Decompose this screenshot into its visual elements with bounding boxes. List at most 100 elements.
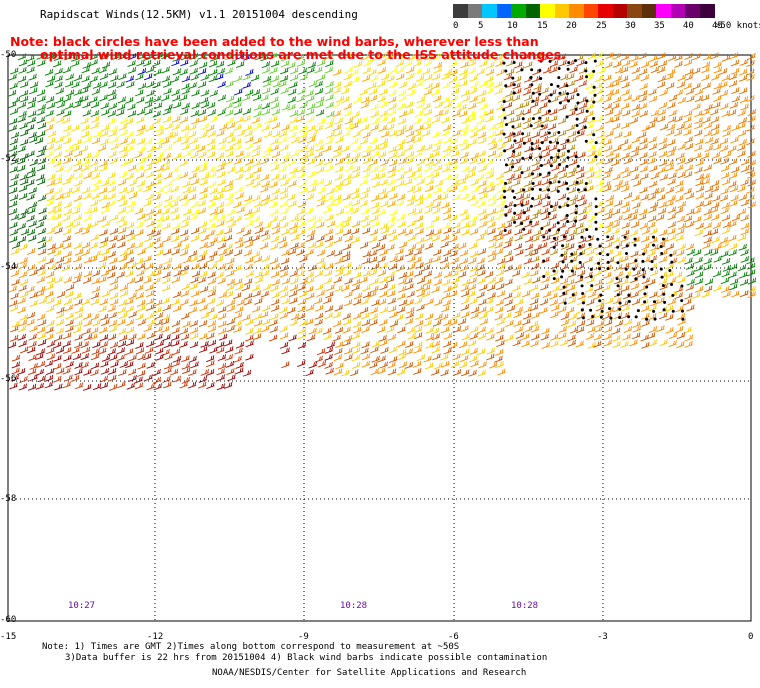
wind-barb [8, 187, 18, 195]
wind-barb [541, 256, 550, 264]
wind-barb [65, 312, 74, 320]
wind-barb [18, 192, 28, 200]
wind-barb [674, 54, 683, 62]
wind-barb [458, 185, 468, 193]
wind-barb [695, 138, 704, 146]
wind-barb [487, 276, 497, 284]
wind-barb [747, 115, 756, 123]
wind-barb [52, 249, 62, 257]
wind-barb [73, 201, 83, 209]
wind-barb [299, 319, 308, 327]
wind-barb [80, 53, 89, 61]
wind-barb [62, 367, 71, 375]
wind-barb [648, 151, 657, 159]
wind-barb [26, 318, 35, 326]
lon-label-6: -6 [448, 632, 459, 642]
wind-barb [152, 110, 161, 118]
wind-barb [324, 346, 334, 354]
wind-barb [425, 221, 435, 229]
wind-barb [584, 256, 593, 264]
wind-barb [729, 52, 739, 60]
wind-barb [711, 236, 720, 244]
wind-barb [530, 298, 539, 306]
wind-barb [434, 298, 443, 306]
wind-barb [137, 318, 146, 326]
wind-barb [269, 319, 278, 327]
wind-barb [701, 108, 710, 116]
wind-barb [47, 262, 57, 270]
wind-barb [290, 242, 299, 250]
wind-barb [90, 353, 100, 361]
wind-barb [349, 157, 359, 165]
wind-barb [144, 235, 153, 243]
wind-barb [568, 136, 577, 144]
wind-barb [631, 194, 640, 202]
wind-barb [549, 60, 559, 68]
wind-barb [71, 374, 80, 382]
wind-barb [314, 151, 323, 159]
wind-barb [109, 298, 119, 306]
wind-barb [45, 333, 54, 341]
wind-barb [587, 144, 596, 152]
wind-barb [623, 213, 632, 221]
contamination-dot [594, 220, 598, 224]
wind-barb [28, 73, 37, 81]
wind-barb [340, 369, 350, 377]
wind-barb [470, 306, 480, 314]
wind-barb [470, 185, 480, 193]
wind-barb [298, 136, 307, 144]
wind-barb [398, 241, 408, 249]
wind-barb [54, 383, 63, 391]
wind-barb [109, 277, 119, 285]
wind-barb [666, 123, 676, 131]
wind-barb [495, 129, 504, 137]
wind-barb [37, 236, 46, 244]
wind-barb [281, 347, 290, 355]
wind-barb [386, 52, 395, 60]
wind-barb [701, 178, 710, 186]
wind-barb [413, 332, 423, 340]
wind-barb [540, 193, 549, 201]
wind-barb [533, 180, 542, 188]
time-label-3: 10:28 [511, 601, 539, 611]
wind-barb [271, 122, 281, 130]
wind-barb [234, 186, 243, 194]
wind-barb [494, 306, 504, 314]
wind-barb [486, 61, 495, 69]
wind-barb [36, 326, 46, 334]
wind-barb [728, 180, 737, 188]
wind-barb [621, 221, 630, 229]
wind-barb [351, 171, 360, 179]
wind-barb [398, 348, 407, 356]
wind-barb [270, 88, 279, 95]
wind-barb [414, 222, 424, 230]
footnote-line-1: Note: 1) Times are GMT 2)Times along bot… [42, 642, 460, 652]
wind-barb [82, 192, 91, 200]
wind-barb [45, 187, 54, 195]
wind-barb [125, 361, 134, 369]
wind-barb [379, 222, 388, 230]
wind-barb [406, 306, 415, 314]
contamination-dot [585, 109, 589, 113]
wind-barb [71, 207, 81, 215]
wind-barb [116, 103, 126, 111]
wind-barb [513, 311, 522, 318]
wind-barb [641, 312, 650, 320]
wind-barb [674, 89, 683, 97]
wind-barb [271, 222, 281, 230]
wind-barb [694, 166, 703, 174]
wind-barb [648, 136, 657, 144]
wind-barb [620, 138, 629, 146]
wind-barb [632, 320, 641, 328]
wind-barb [215, 299, 225, 307]
wind-barb [452, 110, 461, 118]
wind-barb [315, 166, 325, 174]
wind-barb [692, 152, 702, 160]
wind-barb [146, 332, 156, 340]
wind-barb [721, 54, 731, 62]
wind-barb [227, 59, 236, 67]
wind-barb [64, 290, 74, 298]
contamination-dot [521, 117, 525, 121]
wind-barb [90, 313, 99, 321]
wind-barb [134, 207, 144, 215]
